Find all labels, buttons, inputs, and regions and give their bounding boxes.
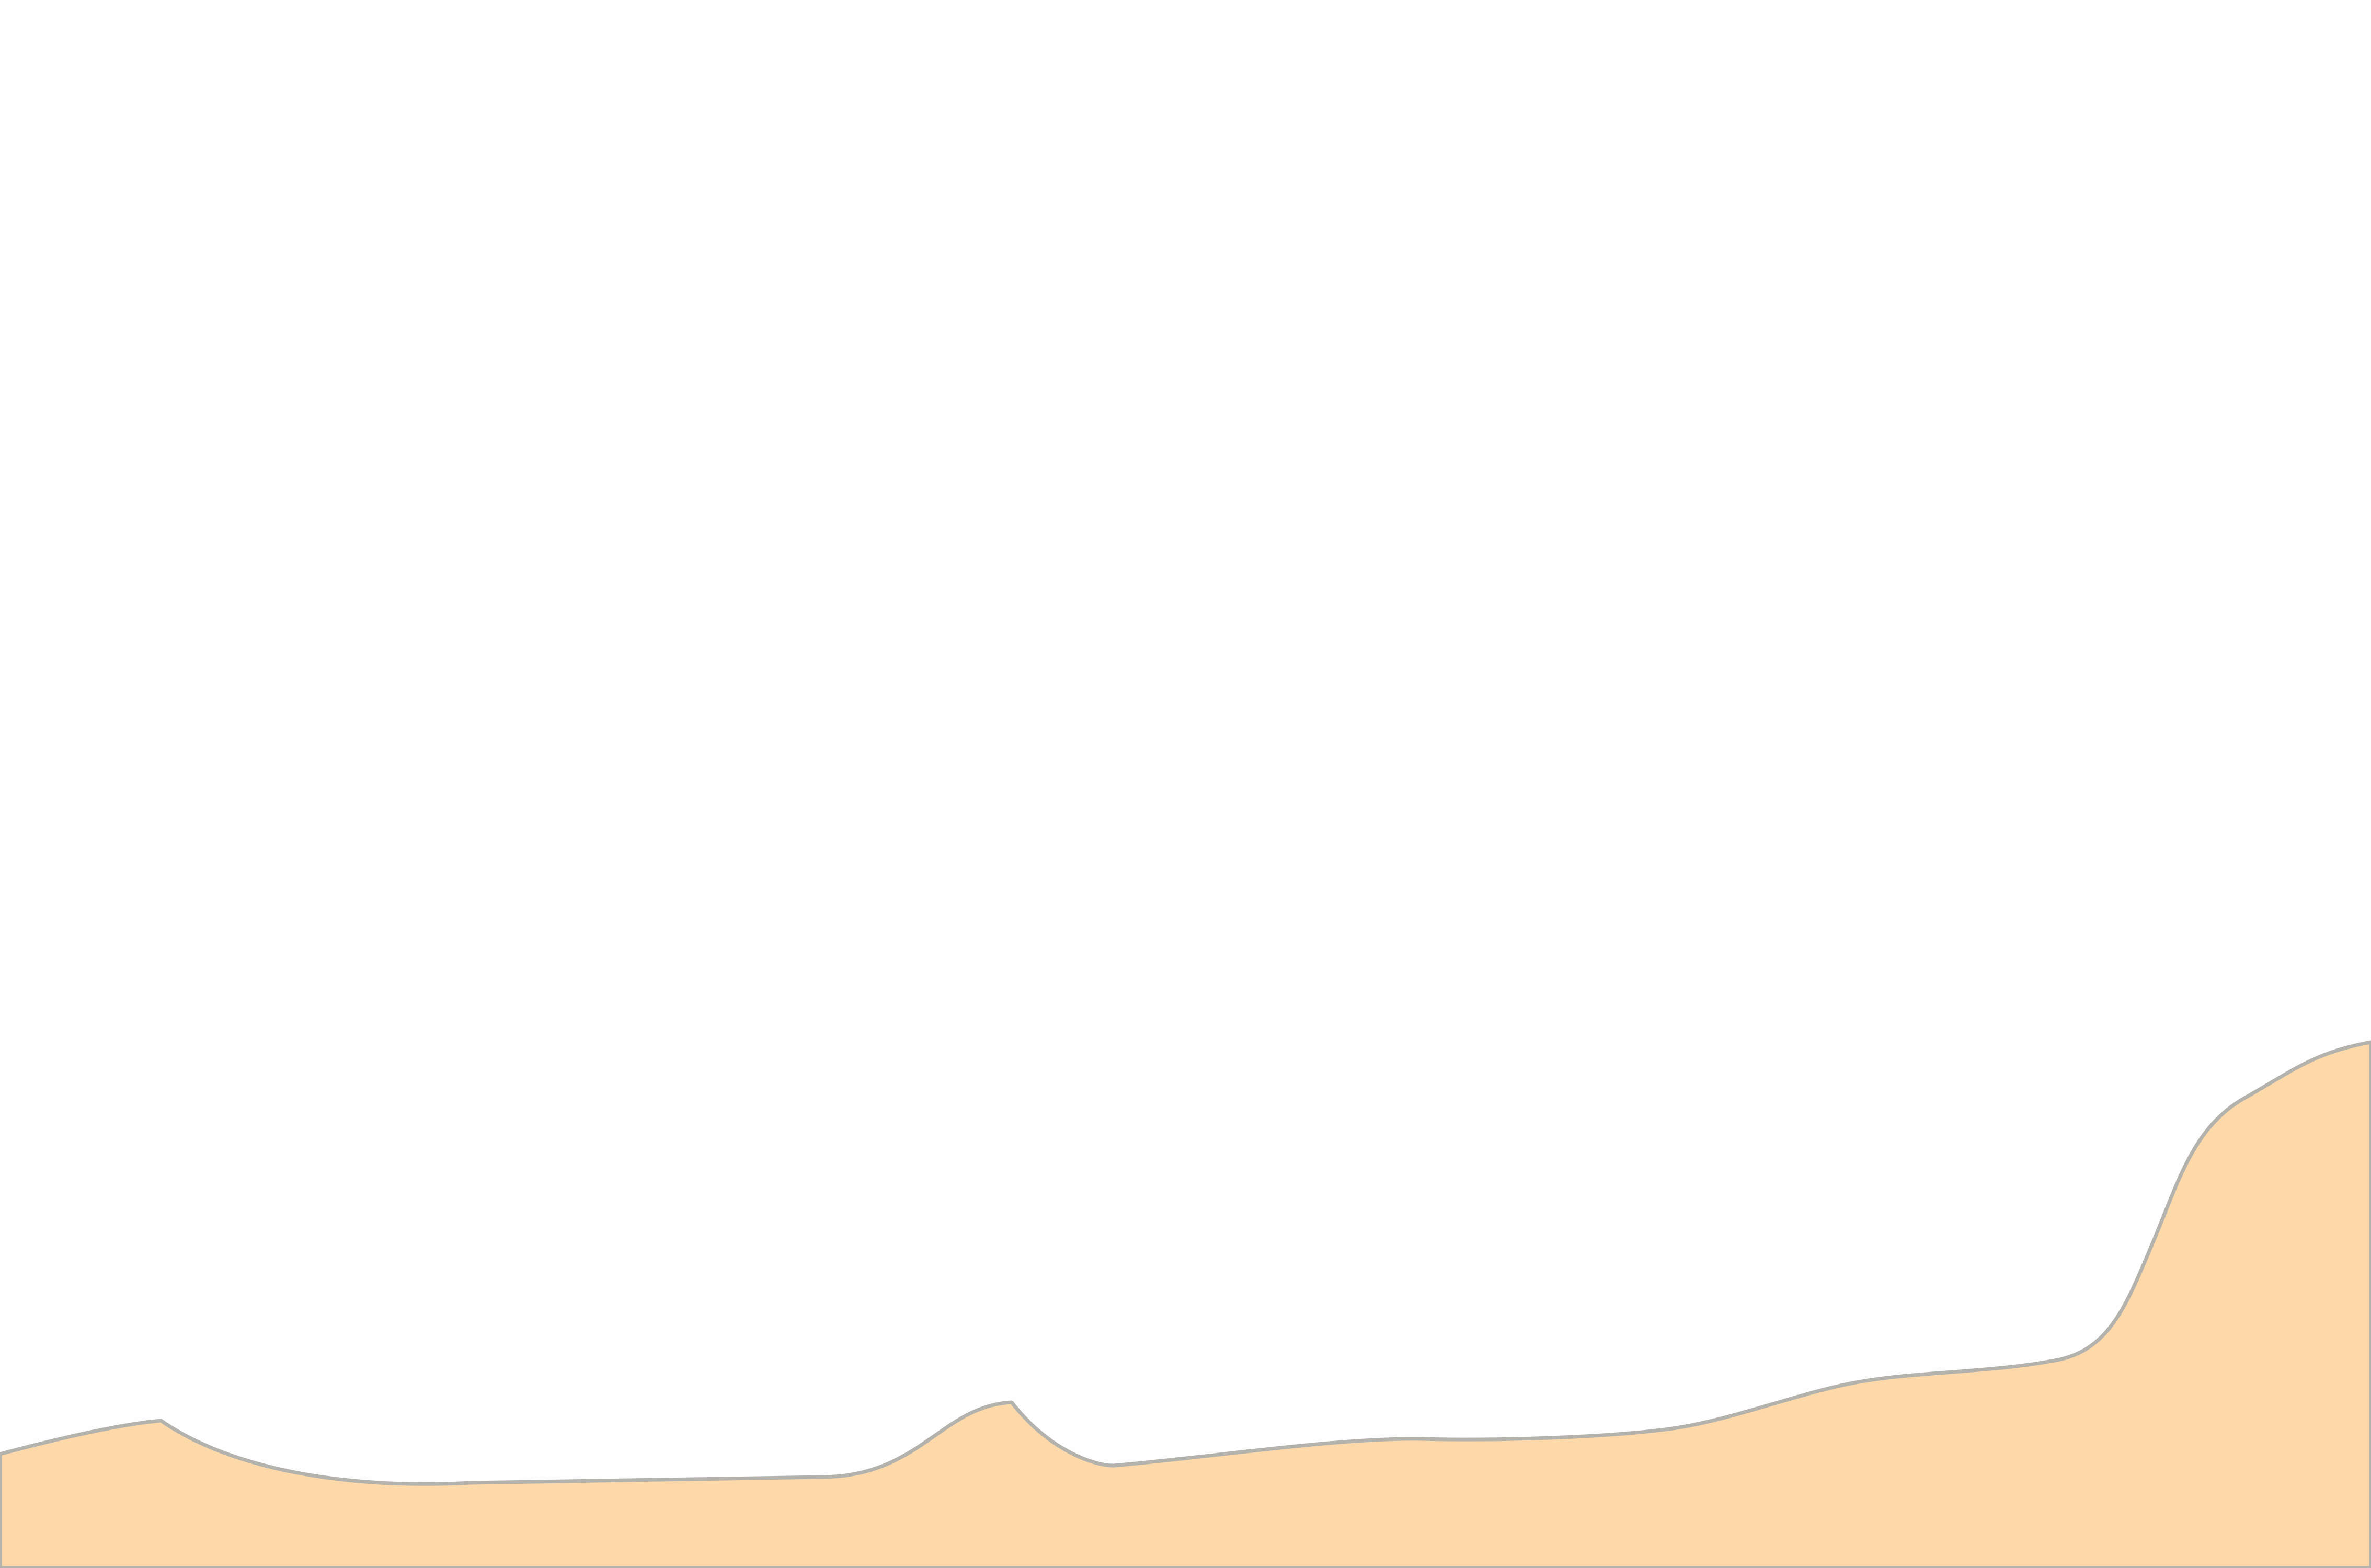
terrain-silhouette <box>0 1040 2371 1568</box>
